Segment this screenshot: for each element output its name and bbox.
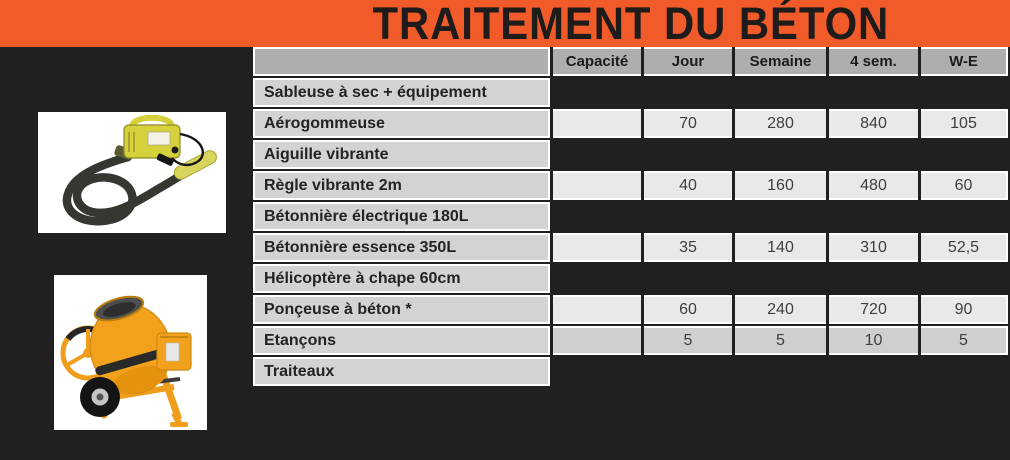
- price-cell: 720: [829, 295, 918, 324]
- capacity-cell: [553, 171, 641, 200]
- mixer-drum: [89, 295, 173, 395]
- capacity-cell: [553, 109, 641, 138]
- vibrator-hose: [62, 152, 195, 226]
- vibrator-tip: [173, 150, 217, 180]
- row-label: Bétonnière essence 350L: [253, 233, 550, 262]
- price-cell: 70: [644, 109, 732, 138]
- price-cell: 160: [735, 171, 826, 200]
- capacity-cell: [553, 326, 641, 355]
- price-cell: 5: [735, 326, 826, 355]
- vibrator-plug: [156, 153, 174, 166]
- mixer-foot: [171, 411, 182, 425]
- table-row: Règle vibrante 2m 40 160 480 60: [253, 171, 1008, 200]
- price-cell: 5: [921, 326, 1008, 355]
- col-header-1: Capacité: [553, 47, 641, 76]
- vibrator-cord: [171, 132, 204, 167]
- concrete-vibrator-photo: [38, 112, 226, 233]
- row-label: Règle vibrante 2m: [253, 171, 550, 200]
- price-cell: 52,5: [921, 233, 1008, 262]
- concrete-mixer-photo: [54, 275, 207, 430]
- row-label: Bétonnière électrique 180L: [253, 202, 550, 231]
- table-row: Etançons 5 5 10 5: [253, 326, 1008, 355]
- table-row: Aiguille vibrante: [253, 140, 1008, 169]
- table-row: Ponçeuse à béton * 60 240 720 90: [253, 295, 1008, 324]
- col-header-5: W-E: [921, 47, 1008, 76]
- page-title: TRAITEMENT DU BÉTON: [372, 0, 889, 49]
- price-cell: 90: [921, 295, 1008, 324]
- price-cell: 480: [829, 171, 918, 200]
- price-cell: 40: [644, 171, 732, 200]
- price-cell: 60: [921, 171, 1008, 200]
- price-cell: 840: [829, 109, 918, 138]
- price-cell: 60: [644, 295, 732, 324]
- col-header-2: Jour: [644, 47, 732, 76]
- mixer-motor-box: [156, 332, 192, 371]
- capacity-cell: [553, 295, 641, 324]
- price-cell: 10: [829, 326, 918, 355]
- table-row: Bétonnière essence 350L 35 140 310 52,5: [253, 233, 1008, 262]
- title-bar: TRAITEMENT DU BÉTON: [0, 0, 1010, 47]
- col-header-4: 4 sem.: [829, 47, 918, 76]
- table-row: Aérogommeuse 70 280 840 105: [253, 109, 1008, 138]
- row-label: Aérogommeuse: [253, 109, 550, 138]
- table-row: Bétonnière électrique 180L: [253, 202, 1008, 231]
- vibrator-label: [147, 131, 171, 146]
- title-wrap: TRAITEMENT DU BÉTON: [253, 0, 1008, 47]
- table-row: Hélicoptère à chape 60cm: [253, 264, 1008, 293]
- price-cell: 310: [829, 233, 918, 262]
- table-header-row: Capacité Jour Semaine 4 sem. W-E: [253, 47, 1008, 76]
- table-row: Sableuse à sec + équipement: [253, 78, 1008, 107]
- price-cell: 140: [735, 233, 826, 262]
- vibrator-handle: [129, 114, 175, 128]
- price-cell: 35: [644, 233, 732, 262]
- row-label: Ponçeuse à béton *: [253, 295, 550, 324]
- price-cell: 240: [735, 295, 826, 324]
- row-label: Aiguille vibrante: [253, 140, 550, 169]
- col-header-3: Semaine: [735, 47, 826, 76]
- corner-header-cell: [253, 47, 550, 76]
- price-cell: 5: [644, 326, 732, 355]
- row-label: Traiteaux: [253, 357, 550, 386]
- row-label: Sableuse à sec + équipement: [253, 78, 550, 107]
- price-cell: 280: [735, 109, 826, 138]
- pricing-table: Capacité Jour Semaine 4 sem. W-E Sableuse à s…: [253, 47, 1008, 388]
- price-cell: 105: [921, 109, 1008, 138]
- concrete-vibrator-illustration: [38, 112, 226, 233]
- capacity-cell: [553, 233, 641, 262]
- table-row: Traiteaux: [253, 357, 1008, 386]
- row-label: Hélicoptère à chape 60cm: [253, 264, 550, 293]
- row-label: Etançons: [253, 326, 550, 355]
- mixer-wheel: [80, 377, 120, 417]
- concrete-mixer-illustration: [54, 275, 207, 430]
